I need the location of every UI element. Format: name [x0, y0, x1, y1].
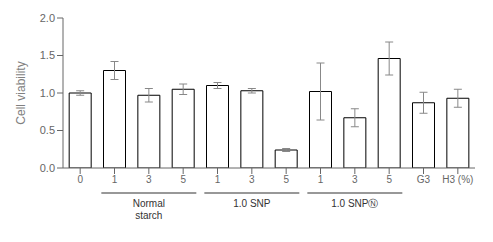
svg-text:1: 1 [112, 174, 118, 185]
svg-text:1.0: 1.0 [40, 87, 55, 99]
svg-text:3: 3 [352, 174, 358, 185]
svg-text:Normalstarch: Normalstarch [133, 198, 165, 221]
svg-text:1.0 SNP: 1.0 SNP [233, 198, 271, 209]
svg-text:5: 5 [283, 174, 289, 185]
svg-text:G3: G3 [417, 174, 431, 185]
svg-text:1: 1 [318, 174, 324, 185]
svg-text:1.0 SNPⓃ: 1.0 SNPⓃ [331, 198, 378, 209]
svg-text:1.5: 1.5 [40, 49, 55, 61]
svg-text:5: 5 [180, 174, 186, 185]
svg-text:0: 0 [77, 174, 83, 185]
svg-text:H3 (%): H3 (%) [442, 174, 473, 185]
svg-text:3: 3 [249, 174, 255, 185]
svg-text:3: 3 [146, 174, 152, 185]
svg-text:2.0: 2.0 [40, 12, 55, 24]
svg-text:5: 5 [386, 174, 392, 185]
svg-text:1: 1 [215, 174, 221, 185]
svg-text:Cell viability: Cell viability [14, 61, 28, 124]
svg-text:0.0: 0.0 [40, 162, 55, 174]
svg-text:0.5: 0.5 [40, 124, 55, 136]
